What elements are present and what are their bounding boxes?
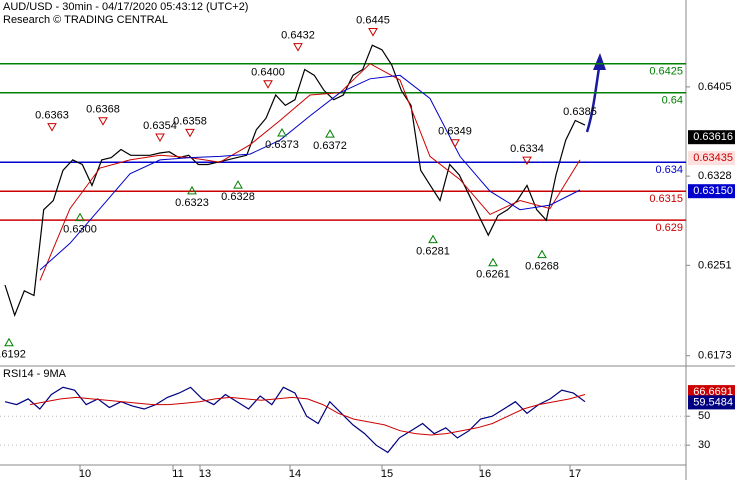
high-label: 0.6354 xyxy=(143,120,177,132)
series-line xyxy=(4,44,586,317)
high-label: 0.6432 xyxy=(281,30,315,42)
high-label: 0.6363 xyxy=(35,109,69,121)
x-tick-label: 13 xyxy=(199,468,211,480)
low-marker xyxy=(75,212,85,222)
high-marker xyxy=(450,139,460,148)
high-marker xyxy=(185,128,195,138)
level-label: 0.6315 xyxy=(649,193,683,205)
x-tick-label: 17 xyxy=(569,468,581,480)
level-label: 0.634 xyxy=(655,164,683,176)
x-tick-label: 15 xyxy=(381,468,393,480)
low-marker xyxy=(4,337,14,347)
high-marker xyxy=(522,156,532,166)
last-value-box xyxy=(688,184,735,199)
low-marker xyxy=(277,127,287,137)
high-label: 0.6358 xyxy=(173,115,207,127)
indicator-title: RSI14 - 9MA xyxy=(3,368,67,380)
low-label: 0.6372 xyxy=(313,140,347,152)
low-label: 0.6261 xyxy=(476,269,510,281)
high-label: 0.6368 xyxy=(86,104,120,116)
target-label: 0.6385 xyxy=(563,106,597,118)
low-label: 0.6281 xyxy=(416,245,450,257)
last-value-label: 66.6691 xyxy=(693,386,733,398)
x-tick-label: 10 xyxy=(79,468,91,480)
last-value-box xyxy=(688,151,735,166)
low-marker xyxy=(428,234,438,244)
high-marker xyxy=(293,43,303,52)
last-value-box xyxy=(688,130,735,145)
low-marker xyxy=(233,180,243,189)
chart-subtitle: Research © TRADING CENTRAL xyxy=(3,14,168,26)
series-line xyxy=(39,63,581,281)
low-marker xyxy=(537,249,547,259)
last-value-label: 0.63435 xyxy=(693,152,733,164)
high-marker xyxy=(263,80,273,89)
high-label: 0.6400 xyxy=(251,67,285,79)
level-label: 0.64 xyxy=(662,95,683,107)
level-label: 0.6425 xyxy=(649,66,683,78)
high-label: 0.6445 xyxy=(356,14,390,26)
low-label: 0.6328 xyxy=(221,191,255,203)
last-value-label: 59.5484 xyxy=(693,396,733,408)
high-marker xyxy=(98,117,108,126)
low-label: 0.6373 xyxy=(265,139,299,151)
y-tick-label: 0.6328 xyxy=(698,170,732,182)
last-value-label: 0.63150 xyxy=(693,185,733,197)
last-value-box xyxy=(688,395,735,410)
y-tick-label: 0.6405 xyxy=(698,81,732,93)
low-marker xyxy=(325,129,335,138)
y-tick-label: 0.6173 xyxy=(698,350,732,362)
high-marker xyxy=(368,28,378,37)
x-tick-label: 14 xyxy=(289,468,301,480)
low-label: 0.6323 xyxy=(175,197,209,209)
y-tick-label: 50 xyxy=(698,410,710,422)
high-marker xyxy=(47,123,57,132)
x-tick-label: 16 xyxy=(479,468,491,480)
series-line xyxy=(29,394,586,436)
forecast-arrowhead xyxy=(593,53,606,70)
low-marker xyxy=(187,185,197,195)
low-label: 0.6300 xyxy=(63,223,97,235)
y-tick-label: 30 xyxy=(698,439,710,451)
series-line xyxy=(39,74,581,271)
level-label: 0.629 xyxy=(655,222,683,234)
low-marker xyxy=(488,257,498,267)
high-label: 0.6334 xyxy=(510,143,544,155)
low-label: 0.6268 xyxy=(525,261,559,273)
high-label: 0.6349 xyxy=(438,126,472,138)
x-tick-label: 11 xyxy=(172,468,183,480)
high-marker xyxy=(155,133,165,143)
low-label: 0.6192 xyxy=(0,349,26,361)
series-line xyxy=(4,386,586,454)
y-tick-label: 0.6251 xyxy=(698,259,732,271)
chart-title: AUD/USD - 30min - 04/17/2020 05:43:12 (U… xyxy=(3,1,248,13)
last-value-label: 0.63616 xyxy=(693,131,733,143)
